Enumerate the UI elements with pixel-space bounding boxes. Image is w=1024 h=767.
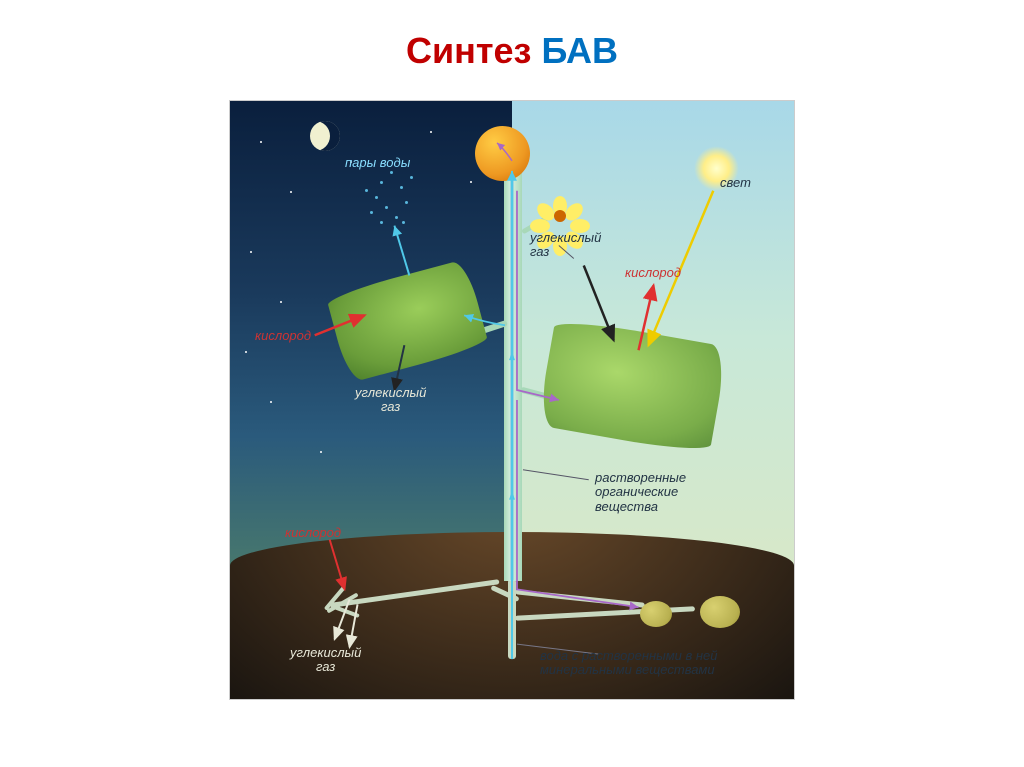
fruit-icon xyxy=(475,126,530,181)
label-co2-right: углекислый газ xyxy=(530,231,601,260)
label-oxygen-right: кислород xyxy=(625,266,681,280)
label-co2-left: углекислый газ xyxy=(355,386,426,415)
diagram-container: пары воды кислород углекислый газ кислор… xyxy=(229,100,795,700)
page-title: Синтез БАВ xyxy=(0,30,1024,72)
label-co2-soil: углекислый газ xyxy=(290,646,361,675)
moon-icon xyxy=(310,121,340,151)
label-oxygen-left: кислород xyxy=(255,329,311,343)
label-vapor: пары воды xyxy=(345,156,410,170)
label-oxygen-soil: кислород xyxy=(285,526,341,540)
label-light: свет xyxy=(720,176,751,190)
label-organic: растворенные органические вещества xyxy=(595,471,686,514)
label-water-minerals: вода с растворенными в ней минеральными … xyxy=(540,649,718,678)
title-word-1: Синтез xyxy=(406,30,531,71)
title-word-2: БАВ xyxy=(541,30,618,71)
stem-vein xyxy=(510,141,514,581)
